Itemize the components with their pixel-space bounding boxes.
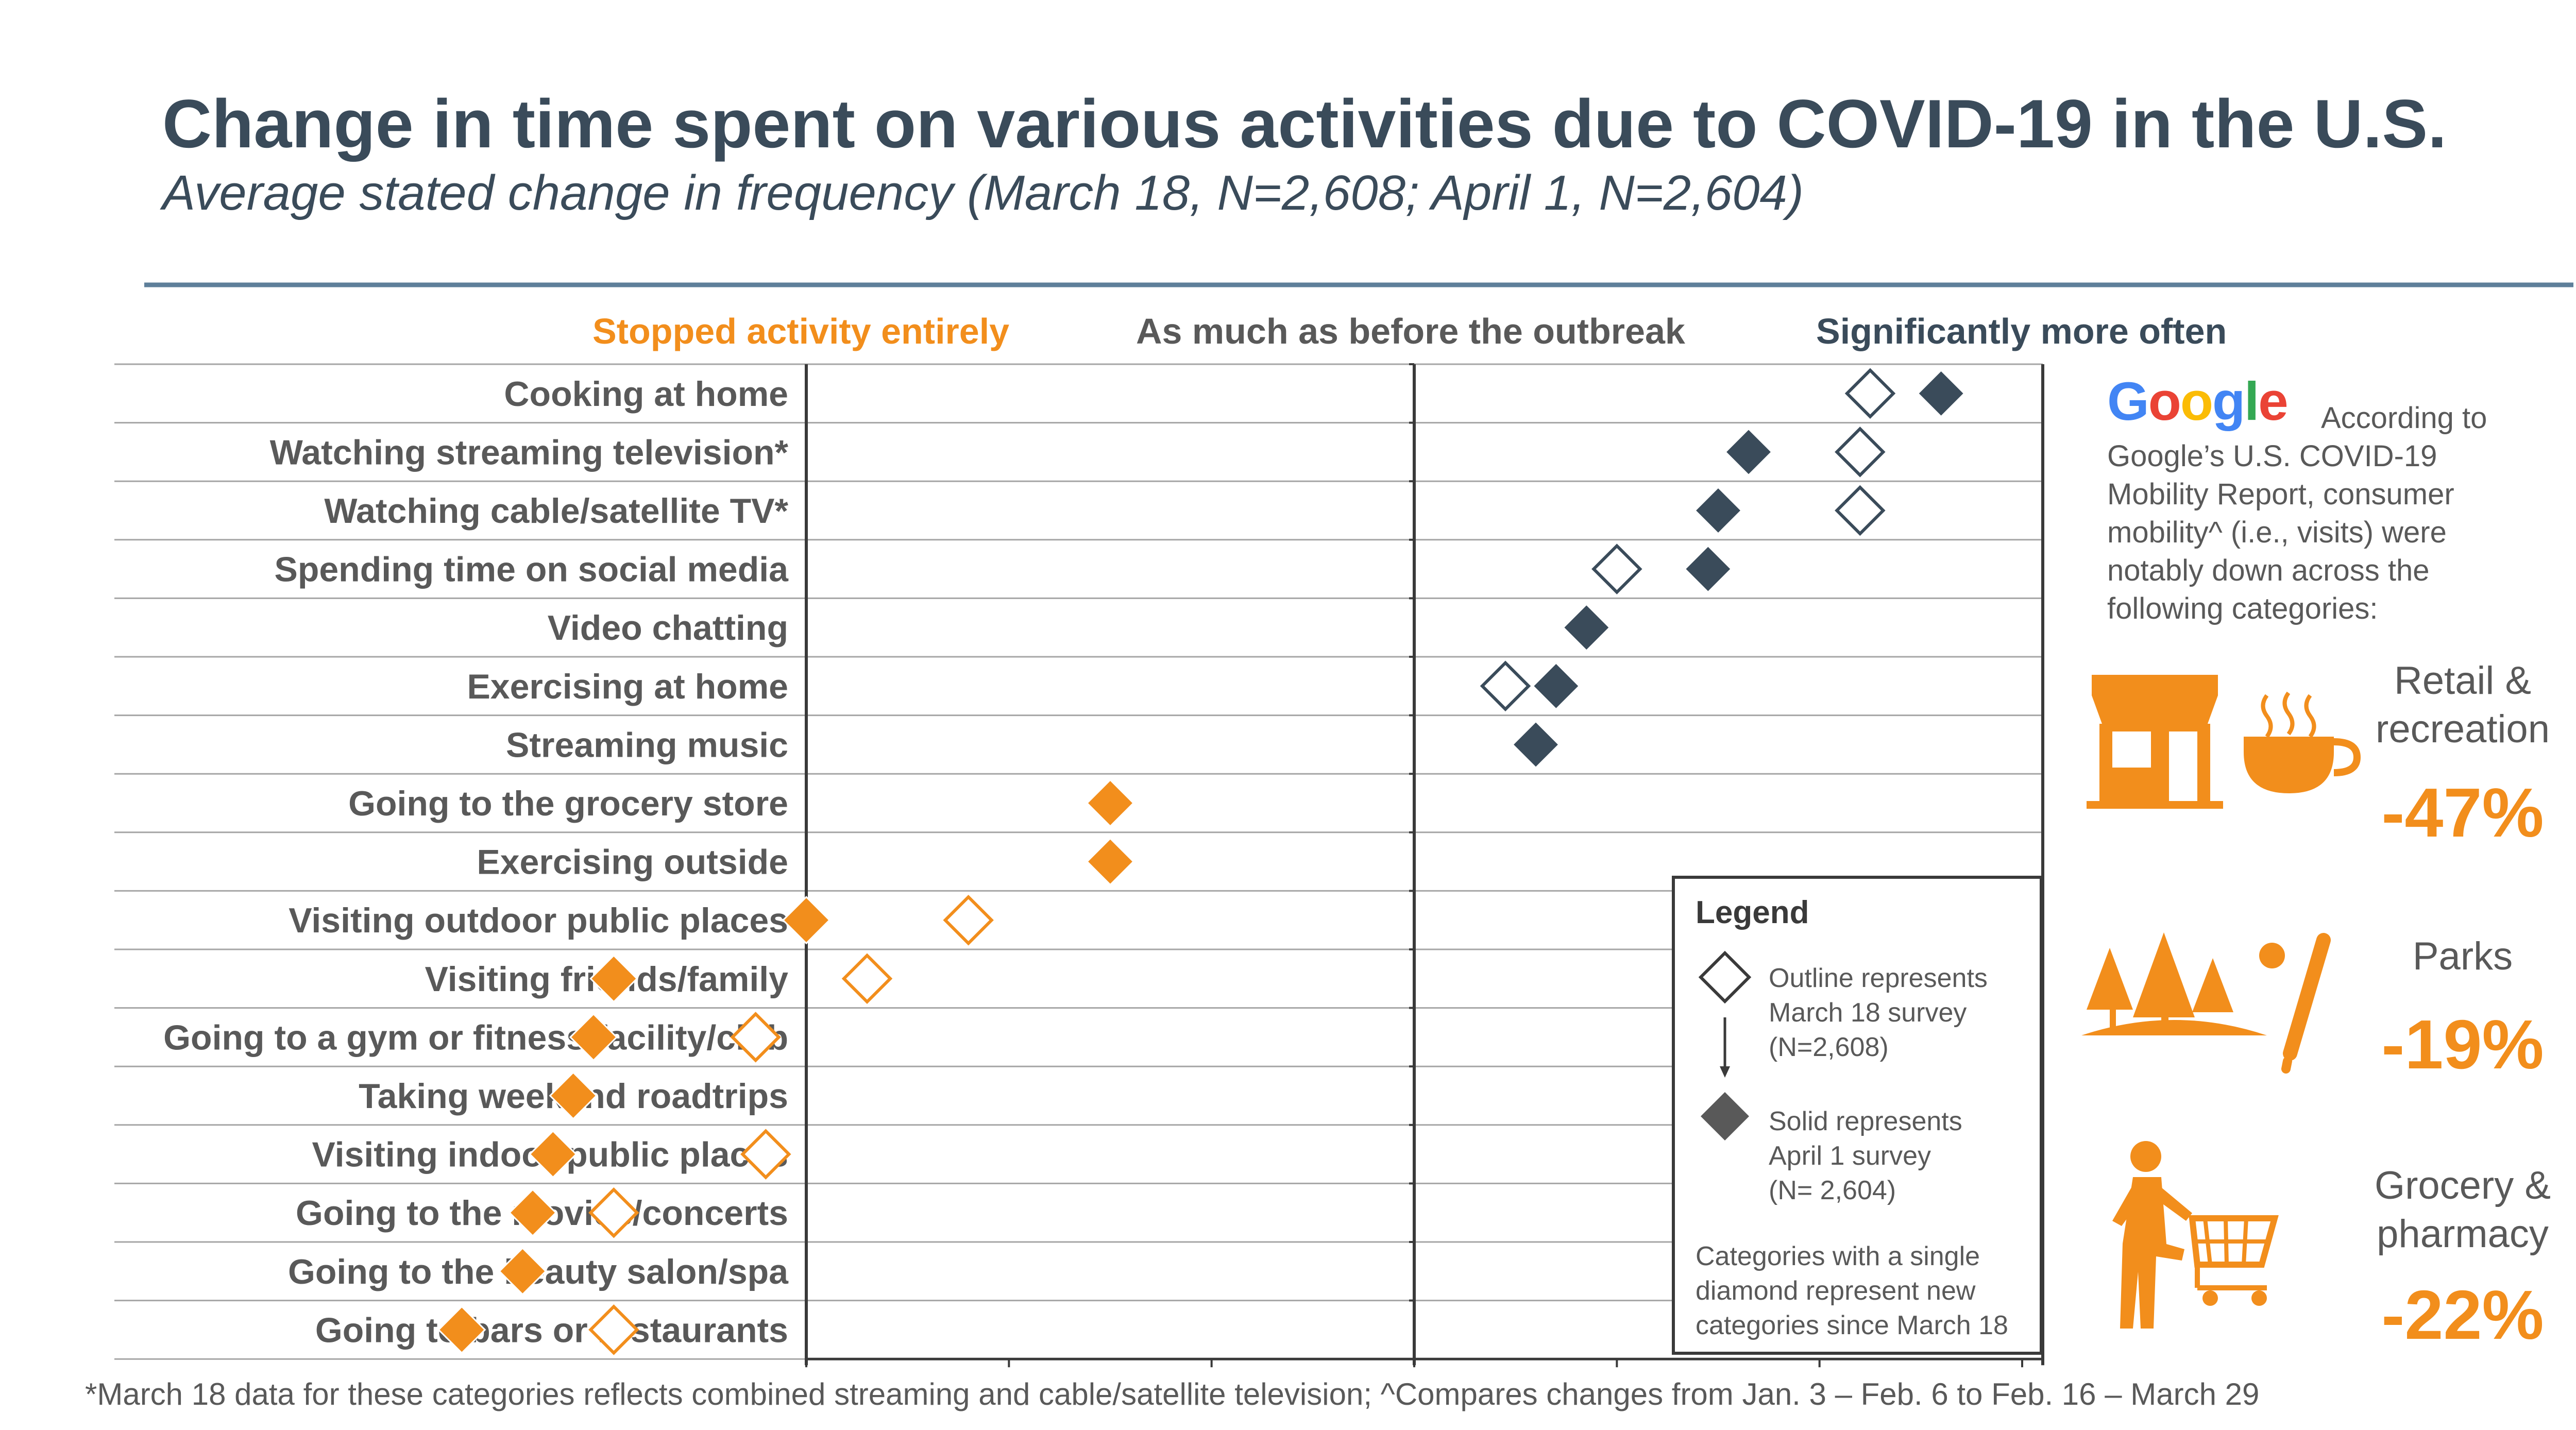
category-label: Going to bars or restaurants: [315, 1310, 788, 1350]
parks-percent: -19%: [2381, 1006, 2544, 1083]
category-label: Going to a gym or fitness facility/club: [163, 1018, 788, 1057]
april1-point: [1562, 603, 1611, 652]
sidebar-intro: According to Google’s U.S. COVID-19 Mobi…: [2107, 401, 2487, 625]
data-points: [437, 368, 1965, 1355]
google-logo: Google: [2107, 371, 2289, 432]
march18-point: [588, 1187, 639, 1238]
april1-point: [498, 1247, 547, 1296]
march18-point: [740, 1129, 791, 1180]
april1-point: [1693, 486, 1743, 535]
grocery-label: Grocery & pharmacy: [2374, 1164, 2551, 1256]
storefront-icon: [2087, 675, 2223, 809]
legend: Legend Outline represents March 18 survey…: [1672, 876, 2043, 1355]
march18-point: [1591, 543, 1642, 594]
april1-point: [549, 1071, 598, 1120]
category-label: Cooking at home: [504, 374, 788, 414]
grocery-percent: -22%: [2381, 1276, 2544, 1354]
category-label: Exercising at home: [467, 667, 788, 706]
april1-point: [529, 1130, 578, 1179]
axes: [805, 363, 2044, 1368]
april1-point: [1917, 369, 1965, 418]
legend-markers: [1698, 950, 1752, 1140]
legend-outline-diamond: [1698, 950, 1752, 1004]
april1-point: [782, 896, 831, 945]
page-subtitle: Average stated change in frequency (Marc…: [162, 165, 1804, 220]
april1-point: [1532, 661, 1581, 710]
category-label: Spending time on social media: [274, 550, 789, 589]
legend-note-text: Categories with a single diamond represen…: [1696, 1241, 2008, 1340]
legend-arrow-head: [1720, 1066, 1730, 1078]
category-labels: Cooking at home Watching streaming televi…: [163, 374, 789, 1350]
legend-solid-text: Solid represents April 1 survey (N= 2,604): [1769, 1106, 1962, 1205]
april1-point: [437, 1305, 486, 1354]
coffee-cup-icon: [2244, 691, 2361, 793]
april1-point: [508, 1188, 557, 1237]
march18-point: [588, 1304, 639, 1355]
april1-point: [569, 1013, 618, 1062]
april1-point: [1724, 428, 1773, 476]
sidebar-icons: [2081, 675, 2361, 1329]
march18-point: [1835, 427, 1886, 478]
baseball-bat-icon: [2259, 933, 2331, 1074]
march18-point: [730, 1012, 781, 1063]
april1-point: [589, 954, 638, 1003]
parks-label: Parks: [2412, 934, 2513, 978]
legend-title: Legend: [1696, 895, 1809, 930]
legend-solid-diamond: [1701, 1092, 1749, 1140]
category-label: Exercising outside: [477, 843, 788, 882]
header-same: As much as before the outbreak: [1136, 311, 1685, 351]
trees-icon: [2081, 932, 2267, 1035]
march18-point: [943, 894, 994, 946]
retail-label: Retail & recreation: [2376, 659, 2550, 751]
page-title: Change in time spent on various activiti…: [162, 86, 2447, 162]
header-more: Significantly more often: [1816, 311, 2227, 351]
april1-point: [1086, 837, 1135, 886]
category-label: Video chatting: [548, 608, 788, 648]
april1-point: [1511, 720, 1561, 769]
april1-point: [1086, 778, 1135, 828]
footnote: *March 18 data for these categories refl…: [85, 1377, 2260, 1411]
march18-point: [1844, 368, 1896, 419]
legend-outline-text: Outline represents March 18 survey (N=2,60…: [1769, 963, 1988, 1062]
category-label: Visiting outdoor public places: [289, 901, 788, 940]
march18-point: [841, 953, 893, 1005]
shopper-cart-icon: [2112, 1141, 2279, 1329]
march18-point: [1835, 485, 1886, 536]
category-label: Going to the grocery store: [348, 784, 788, 823]
march18-point: [1480, 660, 1531, 712]
retail-percent: -47%: [2381, 774, 2544, 852]
category-label: Watching cable/satellite TV*: [324, 491, 788, 531]
april1-point: [1684, 544, 1733, 593]
category-label: Streaming music: [506, 725, 788, 764]
category-label: Watching streaming television*: [270, 433, 789, 472]
header-stopped: Stopped activity entirely: [592, 311, 1010, 351]
